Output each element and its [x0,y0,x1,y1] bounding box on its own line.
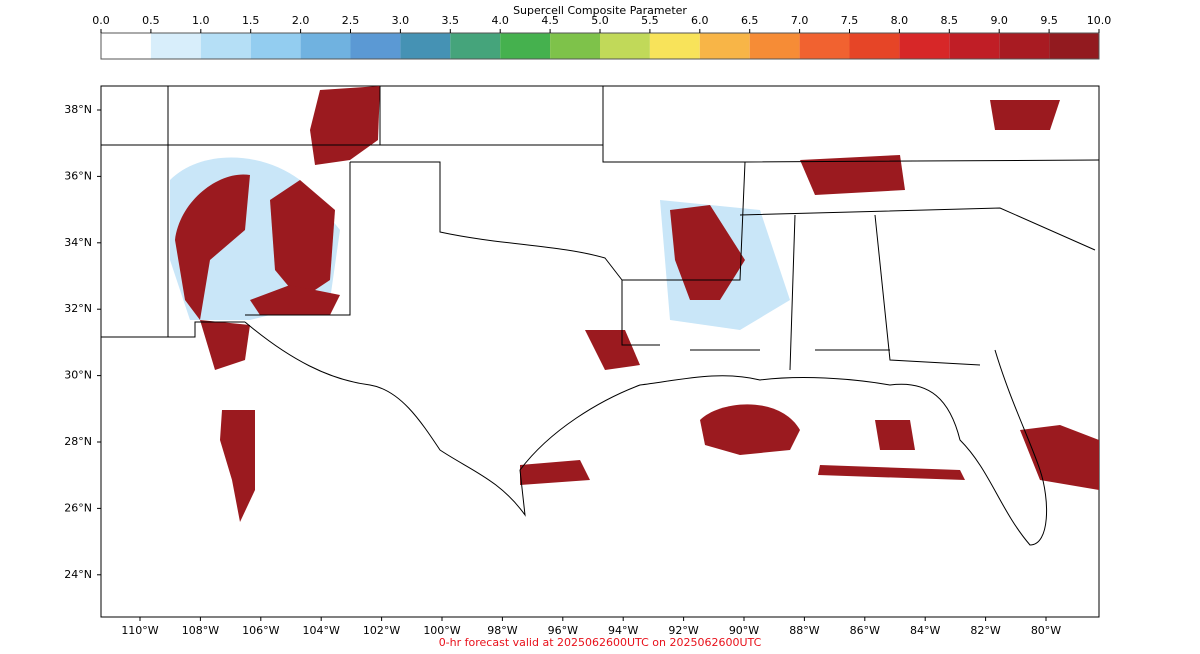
colorbar-tick-label: 9.5 [1040,14,1058,27]
colorbar-tick-label: 0.5 [142,14,160,27]
lon-tick-label: 102°W [363,624,400,637]
lon-tick-label: 98°W [487,624,517,637]
boundaries [101,86,1100,546]
colorbar-bin [350,33,401,59]
colorbar-bin [799,33,850,59]
colorbar-tick-label: 9.0 [990,14,1008,27]
colorbar-tick-label: 4.0 [491,14,509,27]
lon-tick-label: 106°W [242,624,279,637]
colorbar-tick-label: 3.5 [442,14,460,27]
footer: 0-hr forecast valid at 2025062600UTC on … [439,636,762,649]
colorbar-bin [101,33,151,59]
colorbar-bin [999,33,1050,59]
colorbar-tick-label: 7.0 [791,14,809,27]
map-axes: 38°N 36°N 34°N 32°N 30°N 28°N 26°N 24°N 110°W 108… [64,103,1061,637]
colorbar-tick-label: 4.5 [541,14,559,27]
colorbar-bin [600,33,650,59]
colorbar-bin [300,33,351,59]
colorbar-bin [550,33,600,59]
colorbar-bin [500,33,551,59]
lat-tick-label: 38°N [64,103,92,116]
colorbar-tick-label: 1.0 [192,14,210,27]
colorbar-tick-label: 8.5 [941,14,959,27]
colorbar-bin [899,33,950,59]
colorbar-bin [200,33,251,59]
lon-tick-label: 88°W [789,624,819,637]
colorbar-bin [949,33,1000,59]
colorbar-tick-label: 8.0 [891,14,909,27]
lon-tick-label: 100°W [423,624,460,637]
colorbar-tick-label: 6.0 [691,14,709,27]
map-fields [170,86,1099,522]
colorbar-tick-label: 2.5 [342,14,360,27]
lon-tick-label: 110°W [121,624,158,637]
colorbar-label: Supercell Composite Parameter [513,4,687,17]
colorbar-bin [450,33,501,59]
lon-tick-label: 86°W [850,624,880,637]
lon-tick-label: 84°W [910,624,940,637]
colorbar: 0.0 0.5 1.0 1.5 2.0 2.5 3.0 3.5 4.0 4.5 5.0 5.5 6.0 6… [92,14,1112,60]
lon-tick-label: 92°W [668,624,698,637]
colorbar-tick-label: 5.0 [591,14,609,27]
colorbar-tick-label: 1.5 [242,14,260,27]
lon-tick-label: 104°W [303,624,340,637]
lat-tick-label: 30°N [64,369,92,382]
colorbar-tick-label: 0.0 [92,14,110,27]
colorbar-tick-label: 2.0 [292,14,310,27]
colorbar-tick-label: 3.0 [392,14,410,27]
lon-tick-label: 80°W [1031,624,1061,637]
lon-tick-label: 108°W [182,624,219,637]
lon-tick-label: 96°W [548,624,578,637]
lat-tick-label: 34°N [64,236,92,249]
colorbar-bin [150,33,201,59]
lat-tick-label: 26°N [64,501,92,514]
colorbar-bin [699,33,750,59]
colorbar-bin [400,33,451,59]
colorbar-bin [849,33,900,59]
colorbar-bin [1049,33,1099,59]
lat-tick-label: 32°N [64,302,92,315]
colorbar-tick-label: 6.5 [741,14,759,27]
colorbar-bin [250,33,301,59]
lat-tick-label: 24°N [64,568,92,581]
lon-tick-label: 90°W [729,624,759,637]
lon-tick-label: 82°W [970,624,1000,637]
lat-tick-label: 28°N [64,435,92,448]
colorbar-tick-label: 5.5 [641,14,659,27]
colorbar-tick-label: 7.5 [841,14,859,27]
lat-tick-label: 36°N [64,169,92,182]
colorbar-bin [749,33,800,59]
lon-tick-label: 94°W [608,624,638,637]
colorbar-bin [649,33,700,59]
colorbar-tick-label: 10.0 [1087,14,1112,27]
